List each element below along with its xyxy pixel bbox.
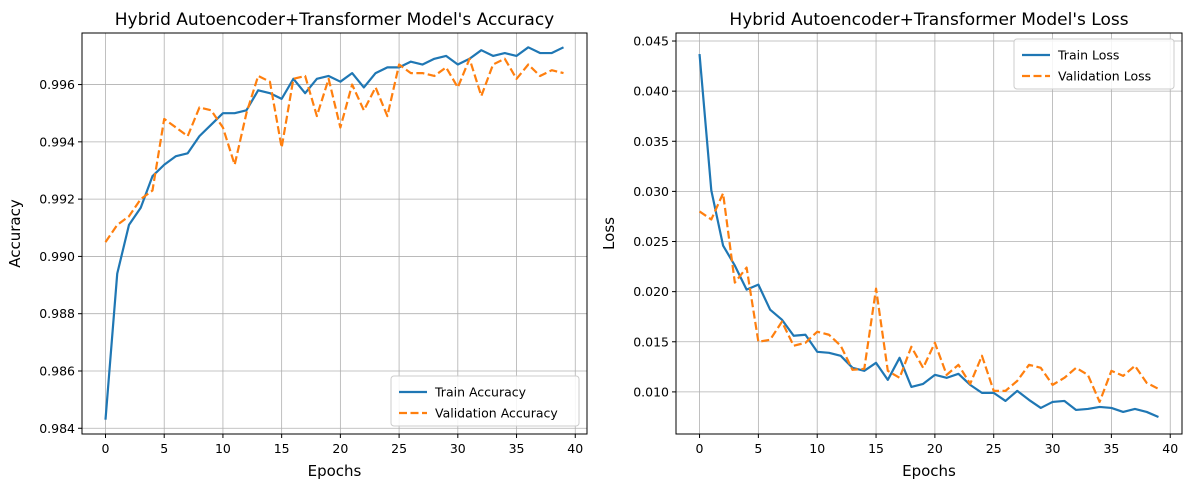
x-tick-label: 25 xyxy=(986,441,1002,456)
y-tick-label: 0.025 xyxy=(633,234,669,249)
x-axis-label: Epochs xyxy=(308,462,362,480)
legend-box xyxy=(390,375,580,427)
x-tick-label: 0 xyxy=(102,441,110,456)
x-tick-label: 40 xyxy=(1162,441,1178,456)
x-tick-label: 15 xyxy=(274,441,290,456)
x-axis-label: Epochs xyxy=(902,462,956,480)
chart-panel-accuracy: 0 5 10 15 20 25 30 35 40 0.984 0.986 0.988 0.990 0.99… xyxy=(6,10,588,480)
y-tick-label: 0.020 xyxy=(633,284,669,299)
x-tick-label: 15 xyxy=(868,441,884,456)
plot-frame xyxy=(81,32,588,435)
y-tick-label: 0.986 xyxy=(39,363,75,378)
chart-panel-loss: 0 5 10 15 20 25 30 35 40 0.010 0.015 0.020 0.025 0.03… xyxy=(600,10,1183,480)
legend-label: Validation Loss xyxy=(1058,69,1151,84)
y-tick-label: 0.010 xyxy=(633,384,669,399)
x-tick-label: 20 xyxy=(332,441,348,456)
x-tick-label: 20 xyxy=(927,441,943,456)
x-tick-label: 5 xyxy=(754,441,762,456)
x-tick-label: 0 xyxy=(696,441,704,456)
series-line-validation-loss xyxy=(698,192,1159,404)
x-tick-label: 35 xyxy=(1103,441,1119,456)
plot-frame xyxy=(675,32,1183,435)
series-line-train-loss xyxy=(698,53,1159,418)
y-tick-label: 0.992 xyxy=(39,192,75,207)
chart-title: Hybrid Autoencoder+Transformer Model's A… xyxy=(115,10,554,30)
legend: Train Accuracy Validation Accuracy xyxy=(390,375,580,427)
legend-label: Validation Accuracy xyxy=(435,406,558,421)
x-tick-label: 25 xyxy=(391,441,407,456)
series-line-train-accuracy xyxy=(104,46,564,420)
series-line-validation-accuracy xyxy=(104,57,564,243)
legend-box xyxy=(1013,38,1175,90)
y-tick-label: 0.030 xyxy=(633,184,669,199)
y-axis-label: Loss xyxy=(600,217,618,250)
y-tick-label: 0.994 xyxy=(39,134,75,149)
y-tick-label: 0.040 xyxy=(633,84,669,99)
y-tick-label: 0.015 xyxy=(633,334,669,349)
x-tick-label: 10 xyxy=(215,441,231,456)
y-tick-label: 0.988 xyxy=(39,306,75,321)
x-tick-label: 35 xyxy=(509,441,525,456)
legend-label: Train Accuracy xyxy=(434,385,527,400)
y-tick-label: 0.045 xyxy=(633,34,669,49)
x-tick-label: 30 xyxy=(450,441,466,456)
x-tick-label: 10 xyxy=(809,441,825,456)
y-tick-label: 0.035 xyxy=(633,134,669,149)
y-tick-label: 0.990 xyxy=(39,249,75,264)
x-tick-label: 40 xyxy=(567,441,583,456)
x-tick-label: 5 xyxy=(160,441,168,456)
legend: Train Loss Validation Loss xyxy=(1013,38,1175,90)
x-tick-label: 30 xyxy=(1045,441,1061,456)
y-axis-label: Accuracy xyxy=(6,199,24,268)
y-tick-label: 0.996 xyxy=(39,77,75,92)
legend-label: Train Loss xyxy=(1057,48,1119,63)
y-tick-label: 0.984 xyxy=(39,421,75,436)
chart-title: Hybrid Autoencoder+Transformer Model's L… xyxy=(729,10,1128,30)
